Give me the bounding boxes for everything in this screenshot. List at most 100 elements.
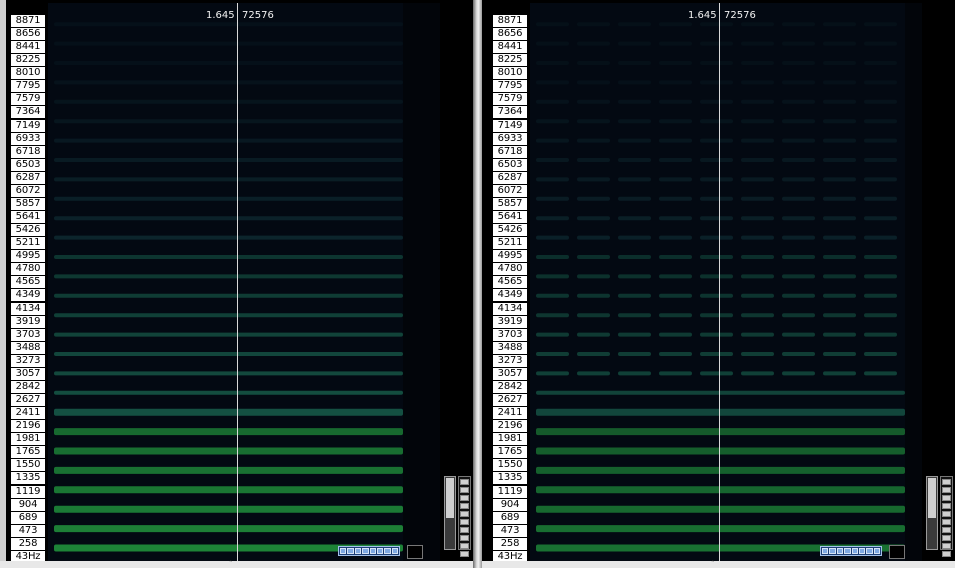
harmonic-band [741, 371, 774, 376]
frequency-label: 473 [493, 524, 527, 537]
harmonic-band [536, 22, 569, 27]
meter-segment [460, 503, 469, 509]
noise-floor [530, 3, 905, 561]
bottom-scrollbar[interactable]: ˆ [482, 561, 955, 568]
frequency-label: 4349 [11, 289, 45, 302]
harmonic-band [659, 216, 692, 221]
frequency-label: 3488 [493, 341, 527, 354]
frequency-label: 8010 [11, 67, 45, 80]
frequency-label: 7579 [493, 93, 527, 106]
harmonic-band [823, 138, 856, 143]
frequency-label: 3057 [11, 367, 45, 380]
harmonic-band [577, 196, 610, 201]
meter-segment [942, 495, 951, 501]
meter-segment [460, 495, 469, 501]
harmonic-band [659, 332, 692, 337]
zoom-segment [340, 548, 347, 554]
harmonic-band [618, 61, 651, 65]
harmonic-band [864, 99, 897, 104]
gain-slider[interactable] [926, 476, 938, 550]
harmonic-band [536, 525, 905, 533]
frequency-label: 2411 [11, 407, 45, 420]
harmonic-band [741, 138, 774, 143]
zoom-scrollbar[interactable] [338, 546, 400, 556]
harmonic-band [864, 235, 897, 240]
frequency-label: 7149 [493, 119, 527, 132]
harmonic-band [54, 80, 403, 85]
meter-segment [460, 535, 469, 541]
zoom-segment [829, 548, 836, 554]
harmonic-band [659, 99, 692, 104]
frequency-label: 8441 [11, 41, 45, 54]
gain-slider-thumb[interactable] [928, 478, 936, 518]
harmonic-band [54, 313, 403, 318]
spectrogram-view[interactable]: 1.645 72576 [530, 3, 922, 561]
frequency-label: 6503 [493, 158, 527, 171]
gain-slider-thumb[interactable] [446, 478, 454, 518]
harmonic-band [536, 99, 569, 104]
frequency-label: 258 [493, 537, 527, 550]
harmonic-band [54, 158, 403, 162]
harmonic-band [700, 177, 733, 182]
harmonic-band [659, 177, 692, 182]
harmonic-band [536, 196, 569, 201]
harmonic-band [864, 255, 897, 259]
harmonic-band [782, 255, 815, 259]
harmonic-band [741, 158, 774, 162]
frequency-label: 8871 [493, 15, 527, 27]
harmonic-band [700, 99, 733, 104]
harmonic-band [700, 80, 733, 85]
frequency-label: 7364 [11, 106, 45, 119]
frequency-label: 6933 [493, 132, 527, 145]
harmonic-band [864, 61, 897, 65]
zoom-scrollbar[interactable] [820, 546, 882, 556]
harmonic-band [54, 119, 403, 124]
frequency-label: 7579 [11, 93, 45, 106]
harmonic-band [536, 80, 569, 85]
harmonic-band [823, 235, 856, 240]
frequency-label: 6718 [11, 145, 45, 158]
harmonic-band [823, 41, 856, 46]
meter-segment [942, 511, 951, 517]
harmonic-band [700, 352, 733, 356]
harmonic-band [741, 216, 774, 221]
harmonic-band [659, 80, 692, 85]
harmonic-band [536, 119, 569, 124]
harmonic-band [823, 352, 856, 356]
spectrogram-view[interactable]: 1.645 72576 [48, 3, 440, 561]
harmonic-band [700, 255, 733, 259]
meter-segment [460, 527, 469, 533]
harmonic-band [782, 138, 815, 143]
harmonic-band [864, 119, 897, 124]
playhead-cursor[interactable] [719, 3, 720, 561]
frequency-label: 3273 [493, 354, 527, 367]
playhead-cursor[interactable] [237, 3, 238, 561]
frequency-label: 3919 [11, 315, 45, 328]
frequency-label: 473 [11, 524, 45, 537]
meter-segment [460, 519, 469, 525]
frequency-label: 1119 [493, 485, 527, 498]
zoom-segment [391, 548, 398, 554]
zoom-segment [376, 548, 384, 554]
harmonic-band [741, 22, 774, 27]
harmonic-band [864, 158, 897, 162]
frequency-label: 8441 [493, 41, 527, 54]
harmonic-band [864, 332, 897, 337]
pane-splitter[interactable] [473, 0, 482, 568]
harmonic-band [54, 216, 403, 221]
frequency-label: 6072 [493, 184, 527, 197]
harmonic-band [54, 196, 403, 201]
gain-slider[interactable] [444, 476, 456, 550]
harmonic-band [618, 158, 651, 162]
harmonic-band [782, 332, 815, 337]
harmonic-band [700, 22, 733, 27]
harmonic-band [782, 22, 815, 27]
harmonic-band [54, 61, 403, 65]
bottom-scrollbar[interactable]: ˆ [0, 561, 473, 568]
harmonic-band [54, 41, 403, 46]
harmonic-band [536, 177, 569, 182]
frequency-label: 1765 [11, 446, 45, 459]
level-meter [940, 476, 953, 557]
harmonic-band [782, 177, 815, 182]
frequency-label: 5211 [11, 237, 45, 250]
